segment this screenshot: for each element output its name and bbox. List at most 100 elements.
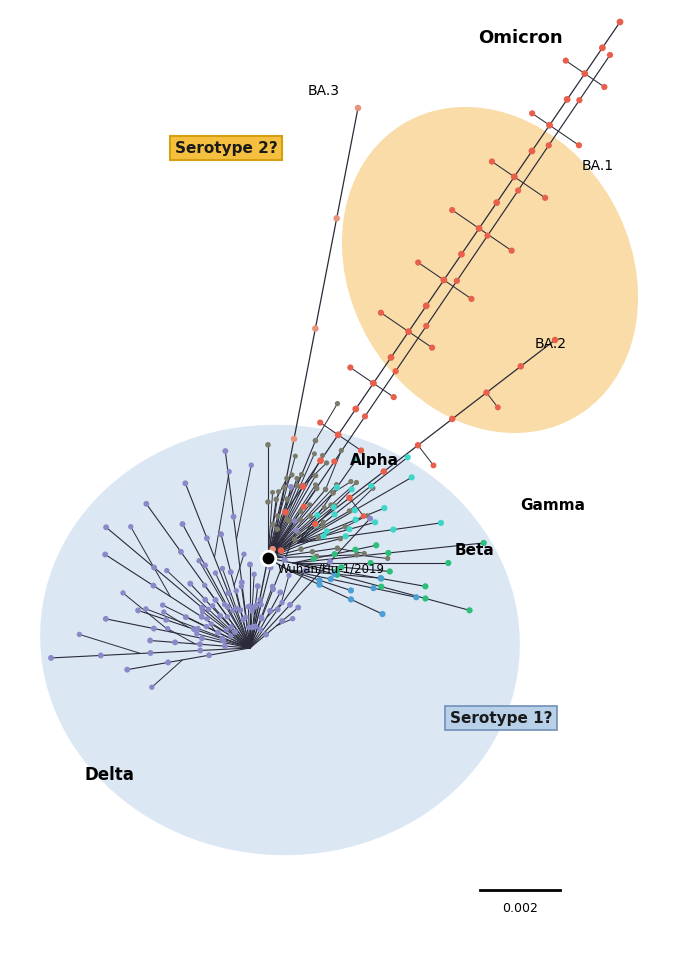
Point xyxy=(160,612,171,627)
Point xyxy=(345,359,356,375)
Point xyxy=(543,138,554,153)
Point xyxy=(406,469,417,485)
Point xyxy=(197,609,208,624)
Point xyxy=(199,557,210,573)
Point xyxy=(332,396,343,411)
Point xyxy=(221,622,232,638)
Point xyxy=(195,637,206,652)
Point xyxy=(206,617,217,632)
Point xyxy=(371,537,382,553)
Point xyxy=(376,579,387,595)
Point xyxy=(344,522,355,537)
Point xyxy=(175,544,186,559)
Point xyxy=(290,448,301,464)
Point xyxy=(246,458,257,473)
Point xyxy=(256,598,266,613)
Ellipse shape xyxy=(342,107,638,433)
Point xyxy=(100,547,111,562)
Point xyxy=(272,509,283,524)
Point xyxy=(267,517,278,532)
Point xyxy=(314,573,325,588)
Point xyxy=(573,138,584,153)
Point xyxy=(244,619,255,635)
Point xyxy=(264,603,275,619)
Point xyxy=(319,529,329,544)
Point xyxy=(279,553,290,568)
Point xyxy=(158,604,169,619)
Point xyxy=(202,611,213,626)
Point xyxy=(286,467,297,483)
Point xyxy=(275,543,286,558)
Point xyxy=(466,292,477,307)
Point xyxy=(262,551,273,566)
Point xyxy=(203,647,214,663)
Text: BA.3: BA.3 xyxy=(308,84,340,98)
Point xyxy=(101,520,112,535)
Point xyxy=(199,577,210,593)
Point xyxy=(310,433,321,448)
Point xyxy=(515,358,526,374)
Point xyxy=(443,555,453,571)
Point xyxy=(421,298,432,314)
Point xyxy=(329,566,340,581)
Point xyxy=(141,496,152,511)
Point xyxy=(304,497,315,512)
Point xyxy=(194,554,205,569)
Point xyxy=(177,516,188,532)
Point xyxy=(333,427,344,443)
Point xyxy=(451,273,462,289)
Point xyxy=(312,508,323,523)
Point xyxy=(197,604,208,619)
Point xyxy=(157,598,168,613)
Point xyxy=(238,612,249,627)
Point xyxy=(350,402,361,417)
Point xyxy=(147,680,158,695)
Point xyxy=(310,477,321,492)
Point xyxy=(292,470,303,486)
Point xyxy=(275,585,286,600)
Point xyxy=(290,523,301,538)
Point xyxy=(148,578,159,594)
Point xyxy=(226,619,237,635)
Point xyxy=(140,601,151,617)
Point xyxy=(225,628,236,643)
Text: 0.002: 0.002 xyxy=(502,902,538,915)
Point xyxy=(544,118,555,133)
Point xyxy=(185,576,196,591)
Point xyxy=(247,603,258,619)
Point xyxy=(125,519,136,534)
Text: Gamma: Gamma xyxy=(520,498,585,513)
Point xyxy=(220,639,231,654)
Text: Omicron: Omicron xyxy=(478,29,562,47)
Point xyxy=(346,482,357,497)
Point xyxy=(345,592,356,607)
Point xyxy=(295,512,306,528)
Point xyxy=(325,497,336,512)
Point xyxy=(95,648,106,663)
Point xyxy=(493,400,503,415)
Point xyxy=(378,464,389,479)
Point xyxy=(351,452,362,467)
Ellipse shape xyxy=(40,424,520,856)
Point xyxy=(329,507,340,522)
Point xyxy=(255,621,266,637)
Point xyxy=(279,480,290,495)
Point xyxy=(207,598,218,614)
Point xyxy=(402,449,413,465)
Point xyxy=(403,324,414,339)
Text: Serotype 2?: Serotype 2? xyxy=(175,141,277,156)
Point xyxy=(245,598,256,614)
Point xyxy=(331,210,342,226)
Point xyxy=(284,513,295,529)
Point xyxy=(180,476,191,491)
Point xyxy=(321,524,332,539)
Point xyxy=(328,500,339,515)
Point xyxy=(486,154,497,169)
Point xyxy=(197,631,208,646)
Point xyxy=(527,143,538,159)
Point xyxy=(384,564,395,579)
Point xyxy=(267,485,278,500)
Point xyxy=(359,546,370,561)
Point xyxy=(282,511,292,527)
Point xyxy=(217,561,228,576)
